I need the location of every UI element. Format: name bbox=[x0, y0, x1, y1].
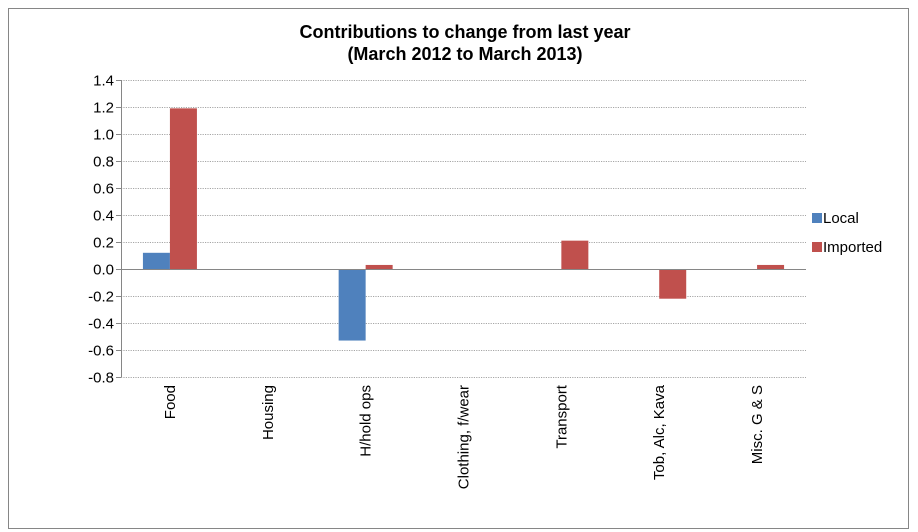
legend-swatch bbox=[812, 213, 822, 223]
y-axis: 1.4 1.2 1.0 0.8 0.6 0.4 0.2 0.0 -0.2 -0.4 -0.6 -0.8 bbox=[88, 73, 122, 387]
bar-imported bbox=[561, 240, 589, 269]
y-tick-label: 0.8 bbox=[93, 154, 114, 171]
y-tick-label: 0.2 bbox=[93, 235, 114, 252]
category-label: Clothing, f/wear bbox=[456, 385, 473, 489]
bar-imported bbox=[659, 269, 687, 299]
category-label: Tob, Alc, Kava bbox=[651, 384, 668, 480]
bars bbox=[142, 108, 785, 341]
y-tick-label: 0.6 bbox=[93, 181, 114, 198]
category-label: Food bbox=[162, 385, 179, 419]
y-tick-label: -0.8 bbox=[88, 370, 114, 387]
bar-imported bbox=[757, 264, 785, 269]
legend-swatch bbox=[812, 242, 822, 252]
category-label: H/hold ops bbox=[358, 385, 375, 457]
legend-label: Imported bbox=[823, 239, 882, 256]
category-label: Housing bbox=[260, 385, 277, 440]
bar-local bbox=[338, 269, 366, 341]
bar-imported bbox=[365, 264, 393, 269]
y-tick-label: 1.2 bbox=[93, 100, 114, 117]
category-label: Misc. G & S bbox=[749, 385, 766, 464]
category-label: Transport bbox=[553, 384, 570, 448]
legend-label: Local bbox=[823, 210, 859, 227]
chart-subtitle: (March 2012 to March 2013) bbox=[347, 44, 582, 64]
legend: Local Imported bbox=[812, 210, 882, 256]
y-tick-label: 1.4 bbox=[93, 73, 114, 90]
y-tick-label: -0.6 bbox=[88, 343, 114, 360]
chart-title: Contributions to change from last year bbox=[299, 22, 630, 42]
y-tick-label: 0.0 bbox=[93, 262, 114, 279]
y-tick-label: 0.4 bbox=[93, 208, 114, 225]
bar-imported bbox=[169, 108, 197, 269]
y-tick-label: 1.0 bbox=[93, 127, 114, 144]
bar-local bbox=[142, 252, 170, 269]
y-tick-label: -0.2 bbox=[88, 289, 114, 306]
y-tick-label: -0.4 bbox=[88, 316, 114, 333]
x-axis: Food Housing H/hold ops Clothing, f/wear Tra… bbox=[121, 269, 806, 489]
